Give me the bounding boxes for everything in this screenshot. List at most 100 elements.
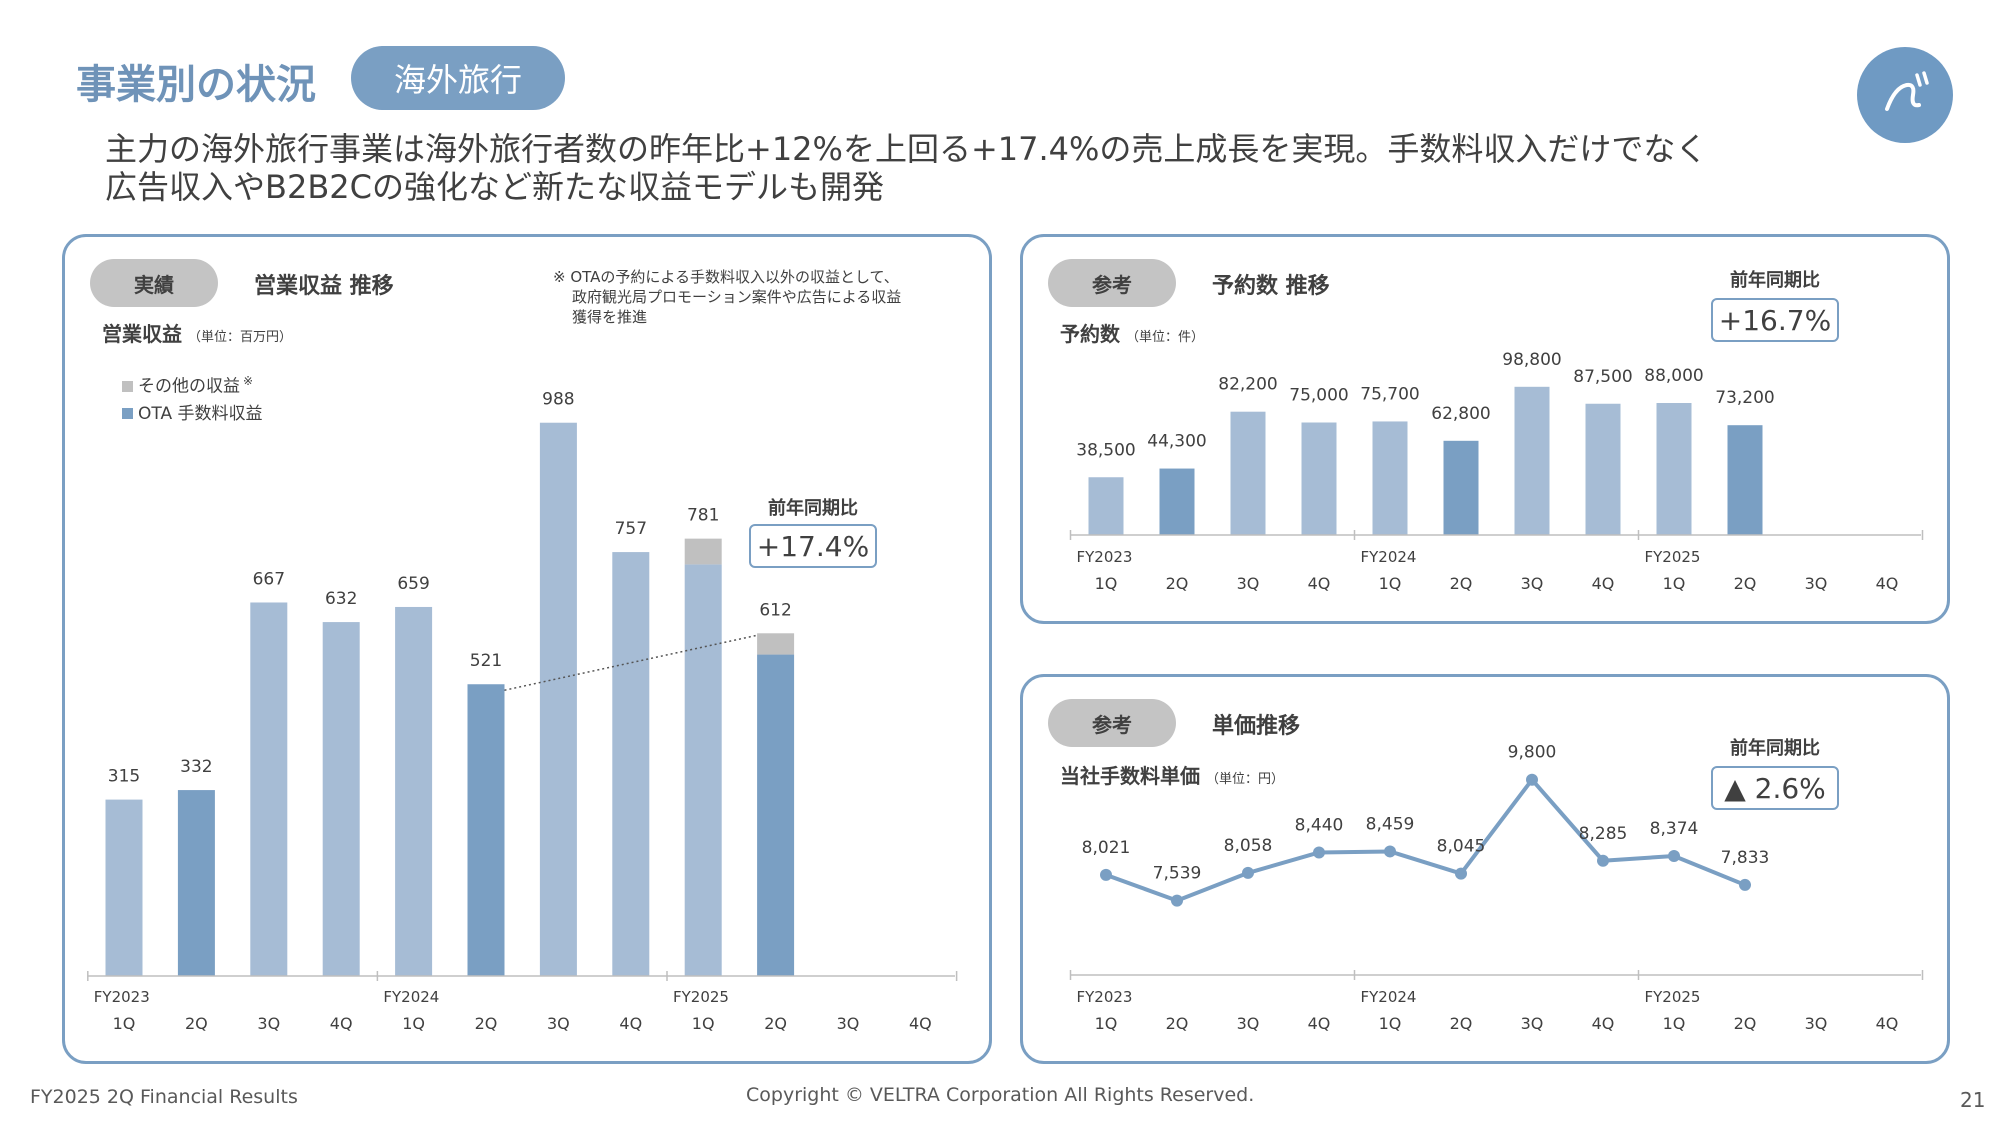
revenue-subtitle: 営業収益 （単位：百万円）: [102, 318, 292, 347]
x-tick-label: 3Q: [837, 1014, 860, 1033]
bookings-title: 予約数 推移: [1212, 274, 1330, 299]
legend-label-ota: OTA 手数料収益: [138, 403, 263, 424]
x-tick-label: 2Q: [475, 1014, 498, 1033]
unit-price-panel: [1020, 674, 1950, 1064]
unit-price-unit: （単位：円）: [1206, 772, 1285, 787]
revenue-unit: （単位：百万円）: [188, 330, 293, 345]
revenue-pill: 実績: [90, 259, 218, 307]
bar-value-label: 659: [397, 574, 429, 594]
point-value-label: 8,374: [1650, 819, 1699, 839]
page-title: 事業別の状況: [76, 62, 316, 108]
unit-price-line: [1105, 777, 1746, 903]
headline-line-1: 主力の海外旅行事業は海外旅行者数の昨年比+12%を上回る+17.4%の売上成長を…: [105, 130, 1708, 168]
x-year-label: FY2023: [1077, 988, 1133, 1006]
revenue-title: 営業収益 推移: [254, 274, 394, 299]
legend-swatch-other: [122, 381, 133, 393]
x-year-label: FY2024: [383, 988, 439, 1006]
point-value-label: 7,539: [1153, 864, 1202, 884]
x-tick-label: 3Q: [1805, 574, 1828, 593]
x-tick-label: 2Q: [1450, 1014, 1473, 1033]
bookings-subtitle-text: 予約数: [1060, 322, 1120, 346]
bar-value-label: 757: [615, 519, 647, 539]
bar-ota: [177, 790, 215, 976]
unit-price-point: [1526, 773, 1538, 786]
bar-value-label: 44,300: [1147, 432, 1206, 452]
bar-ota: [612, 552, 650, 976]
x-tick-label: 4Q: [909, 1014, 932, 1033]
x-year-label: FY2024: [1361, 988, 1417, 1006]
x-tick-label: 1Q: [692, 1014, 715, 1033]
x-tick-label: 1Q: [1379, 574, 1402, 593]
bar-bookings: [1585, 403, 1621, 535]
unit-price-point: [1313, 846, 1325, 859]
bar-value-label: 332: [180, 757, 212, 777]
point-value-label: 8,021: [1082, 838, 1131, 858]
x-tick-label: 1Q: [402, 1014, 425, 1033]
x-tick-label: 3Q: [1805, 1014, 1828, 1033]
x-tick-label: 1Q: [1095, 1014, 1118, 1033]
point-value-label: 8,459: [1366, 814, 1415, 834]
point-value-label: 8,285: [1579, 824, 1628, 844]
point-value-label: 8,440: [1295, 815, 1344, 835]
legend-label-other: その他の収益: [138, 376, 240, 397]
bar-value-label: 88,000: [1644, 366, 1703, 386]
unit-price-pill: 参考: [1048, 699, 1176, 747]
bar-bookings: [1656, 403, 1692, 535]
unit-price-point: [1739, 878, 1751, 891]
bar-ota: [322, 622, 360, 976]
bar-bookings: [1372, 421, 1408, 535]
legend-item-ota: OTA 手数料収益: [122, 401, 262, 428]
x-tick-label: 3Q: [1521, 574, 1544, 593]
bar-bookings: [1088, 477, 1124, 535]
x-tick-label: 2Q: [1166, 1014, 1189, 1033]
x-tick-label: 2Q: [1166, 574, 1189, 593]
revenue-yoy-label: 前年同期比: [768, 498, 858, 519]
x-tick-label: 4Q: [1876, 574, 1899, 593]
x-tick-label: 4Q: [330, 1014, 353, 1033]
x-tick-label: 1Q: [113, 1014, 136, 1033]
footer-report-name: FY2025 2Q Financial Results: [30, 1086, 298, 1108]
unit-price-point: [1171, 894, 1183, 907]
x-tick-label: 4Q: [1308, 1014, 1331, 1033]
revenue-chart: 315 332 667 632 659 521 988 757 781 612 FY2023 FY20…: [87, 390, 958, 1033]
bar-bookings: [1159, 468, 1195, 535]
bar-value-label: 87,500: [1573, 367, 1632, 387]
bar-bookings: [1301, 422, 1337, 535]
unit-price-yoy-label: 前年同期比: [1730, 738, 1820, 759]
segment-tag: 海外旅行: [351, 46, 565, 110]
unit-price-subtitle-text: 当社手数料単価: [1060, 764, 1200, 788]
bar-value-label: 75,000: [1289, 386, 1348, 406]
x-tick-label: 2Q: [1734, 1014, 1757, 1033]
bar-value-label: 62,800: [1431, 404, 1490, 424]
x-year-label: FY2023: [94, 988, 150, 1006]
revenue-note-line-1: ※ OTAの予約による手数料収入以外の収益として、: [553, 268, 899, 286]
unit-price-point: [1100, 868, 1112, 881]
legend-note-mark: ※: [243, 374, 254, 388]
bar-value-label: 781: [687, 506, 719, 526]
bar-value-label: 988: [542, 390, 574, 410]
bookings-subtitle: 予約数 （単位：件）: [1060, 318, 1204, 347]
x-tick-label: 2Q: [1450, 574, 1473, 593]
point-value-label: 7,833: [1721, 848, 1770, 868]
unit-price-yoy-box: ▲ 2.6%: [1711, 766, 1839, 810]
bar-bookings: [1230, 411, 1266, 535]
bar-value-label: 73,200: [1715, 388, 1774, 408]
x-tick-label: 2Q: [1734, 574, 1757, 593]
bar-ota: [250, 602, 288, 976]
bookings-yoy-box: +16.7%: [1711, 298, 1839, 342]
x-tick-label: 4Q: [1308, 574, 1331, 593]
x-tick-label: 1Q: [1095, 574, 1118, 593]
x-tick-label: 3Q: [1237, 574, 1260, 593]
x-tick-label: 3Q: [547, 1014, 570, 1033]
x-tick-label: 1Q: [1663, 1014, 1686, 1033]
headline: 主力の海外旅行事業は海外旅行者数の昨年比+12%を上回る+17.4%の売上成長を…: [105, 130, 1805, 206]
bar-value-label: 98,800: [1502, 350, 1561, 370]
point-value-label: 8,045: [1437, 837, 1486, 857]
bar-other: [684, 538, 722, 565]
bar-value-label: 315: [108, 767, 140, 787]
unit-price-chart: 8,021 7,539 8,058 8,440 8,459 8,045 9,800 8,285…: [1069, 743, 1924, 1033]
x-year-label: FY2024: [1361, 548, 1417, 566]
bar-value-label: 75,700: [1360, 384, 1419, 404]
unit-price-point: [1455, 867, 1467, 880]
bookings-pill: 参考: [1048, 259, 1176, 307]
